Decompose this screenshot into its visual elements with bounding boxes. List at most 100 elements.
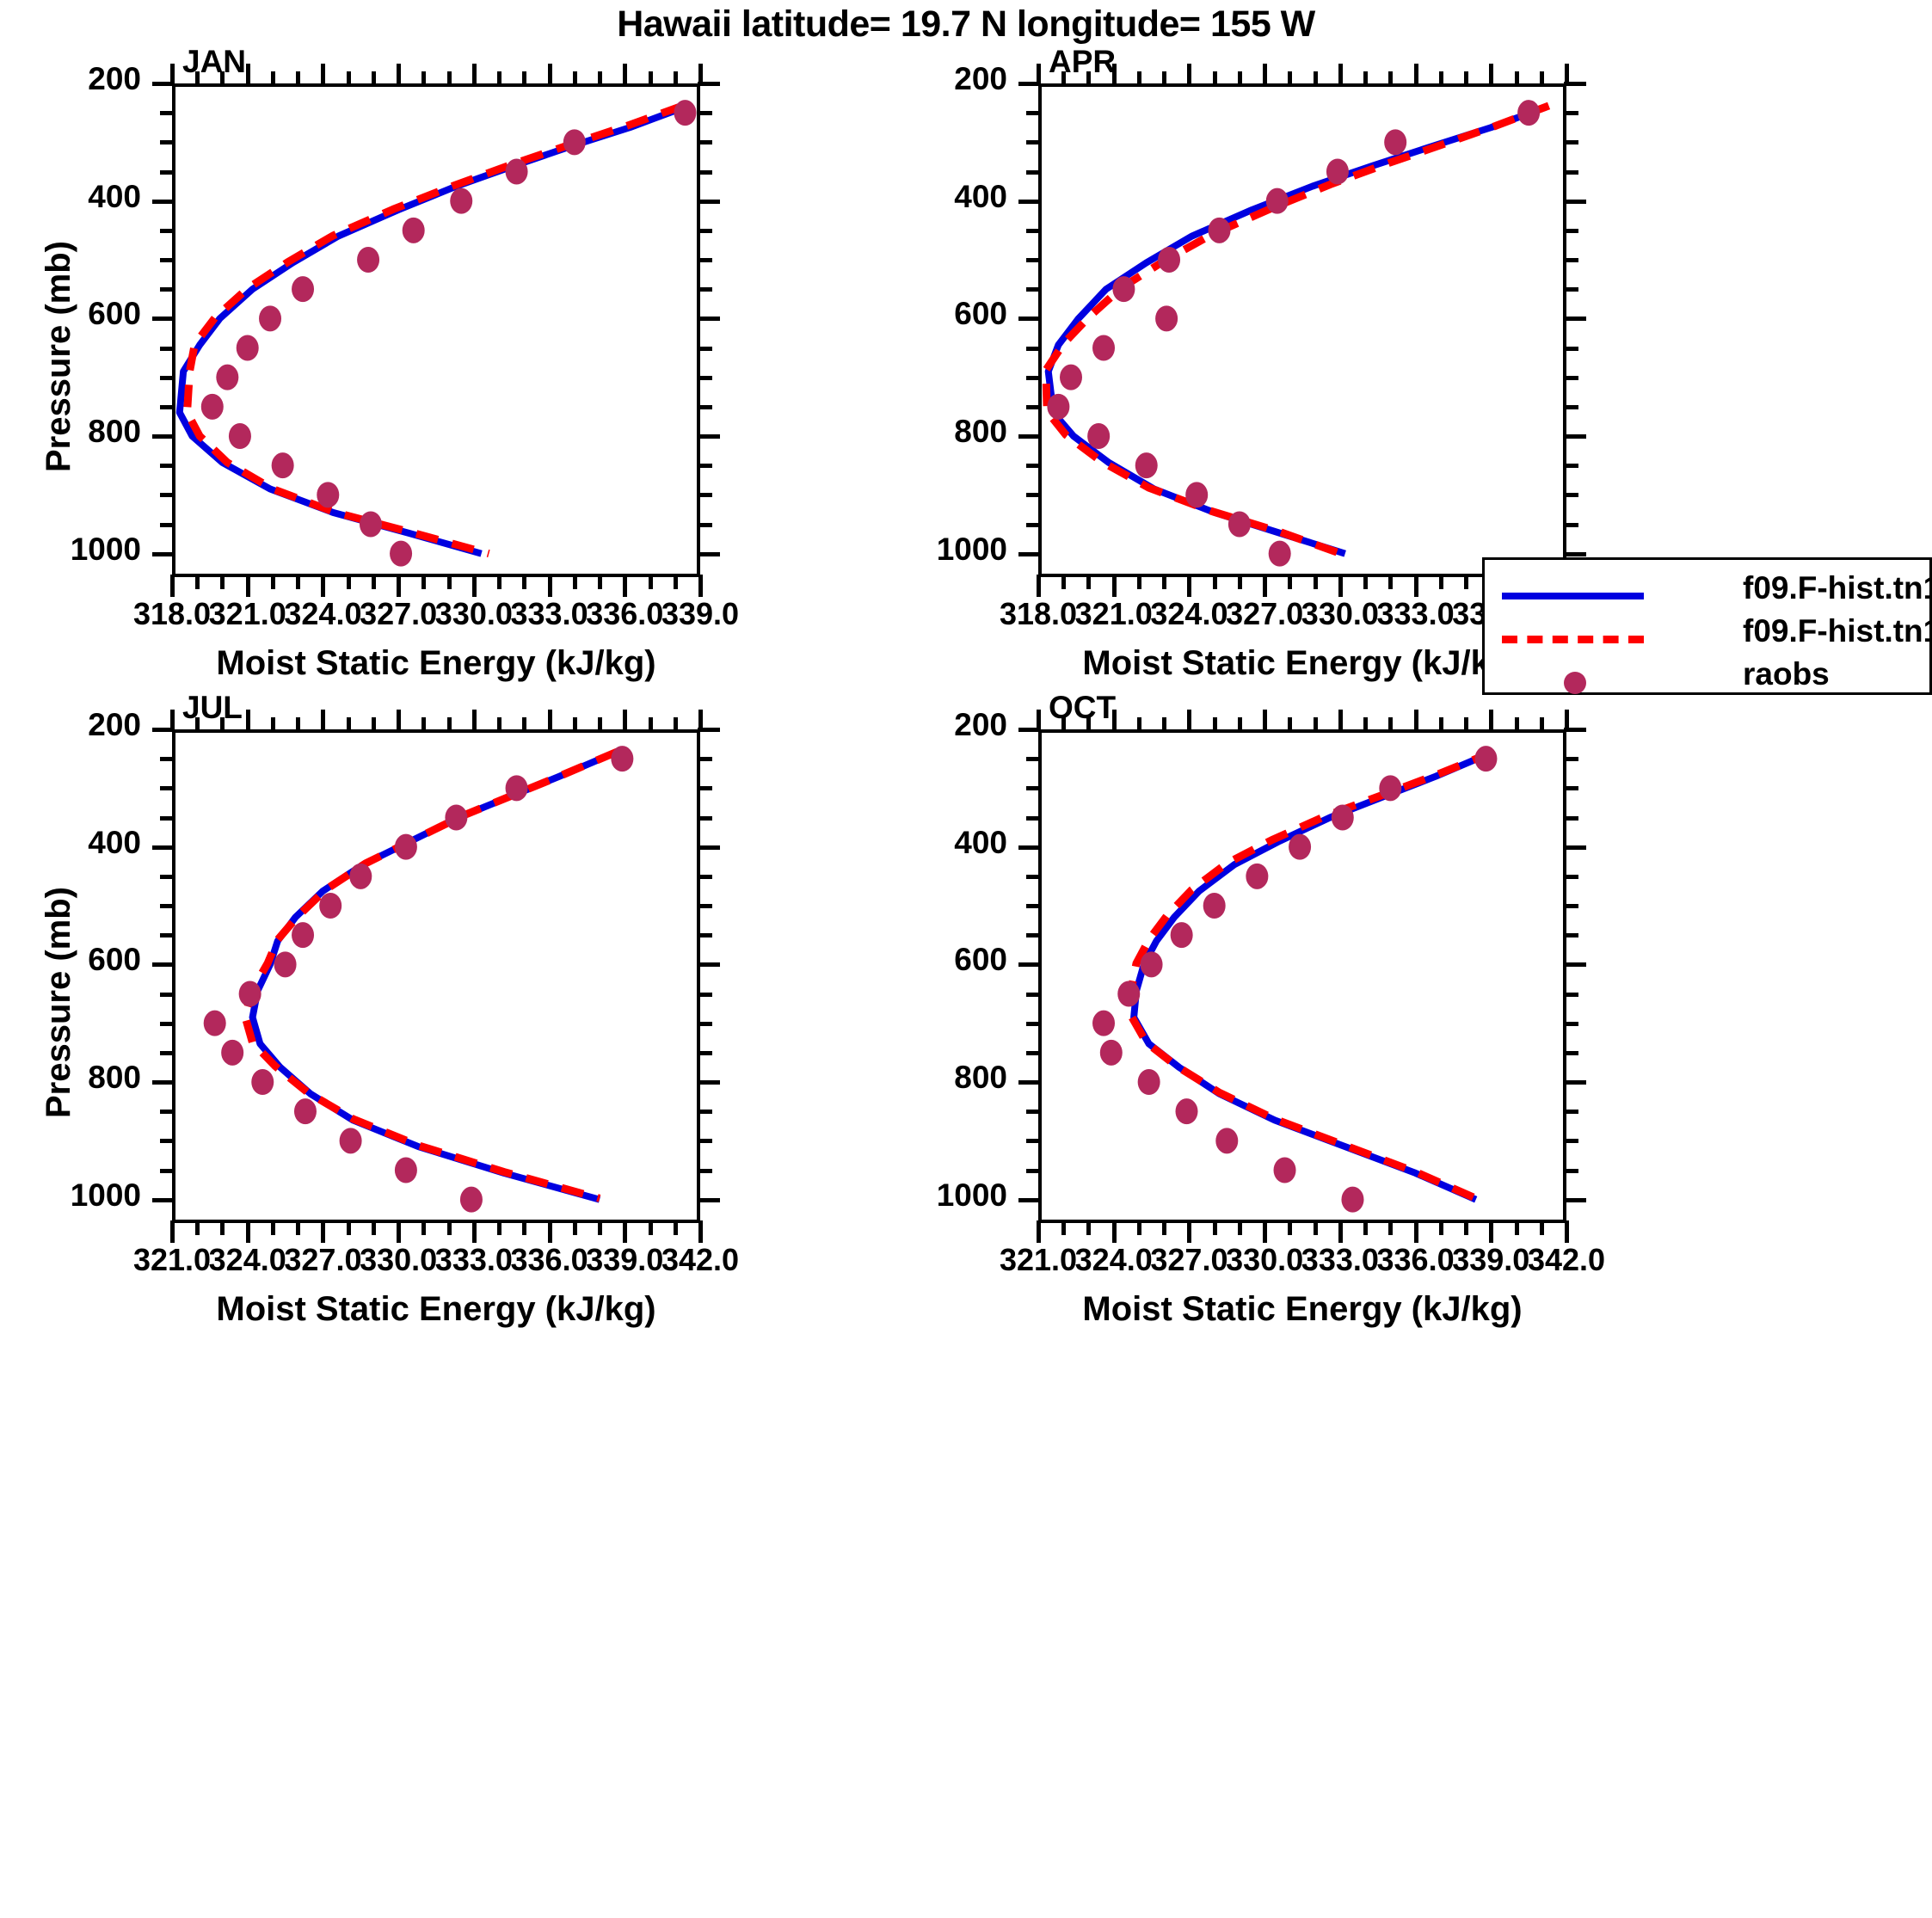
x-tick-b-326: [1162, 1220, 1167, 1235]
y-tick-l-450: [160, 228, 175, 233]
x-tick-t-334: [1363, 717, 1369, 732]
y-tick-l-450: [1026, 228, 1041, 233]
raobs-marker: [1331, 804, 1354, 831]
y-tick-r-250: [698, 757, 712, 762]
x-tick-t-322: [195, 717, 200, 732]
legend-entry-2[interactable]: f09.F-hist.tn15.ACr: [1485, 613, 1932, 660]
x-tick-t-327: [1263, 64, 1268, 86]
y-tick-l-500: [160, 904, 175, 908]
plot-frame-jul: [172, 729, 700, 1223]
y-tick-l-1000: [152, 1197, 175, 1202]
raobs-marker: [1203, 893, 1226, 919]
x-tick-b-325: [270, 1220, 275, 1235]
x-tick-t-329: [1237, 717, 1242, 732]
y-tick-r-950: [698, 522, 712, 527]
raobs-marker: [271, 452, 294, 479]
y-tick-r-550: [698, 287, 712, 292]
legend-label-3: raobs: [1743, 656, 1830, 692]
x-tick-b-324: [245, 1220, 250, 1243]
x-tick-label-339: 339.0: [661, 596, 740, 631]
raobs-marker: [200, 393, 224, 420]
panel-label-oct: OCT: [1049, 690, 1117, 725]
y-tick-l-400: [1018, 845, 1041, 850]
x-tick-b-329: [446, 575, 452, 589]
x-tick-t-323: [1086, 717, 1092, 732]
y-tick-r-300: [1564, 140, 1578, 145]
y-tick-r-750: [698, 404, 712, 409]
y-tick-r-850: [1564, 464, 1578, 469]
raobs-marker: [1215, 1128, 1239, 1154]
x-tick-b-321: [170, 1220, 175, 1243]
y-tick-l-1000: [1018, 1197, 1041, 1202]
x-tick-b-338: [598, 1220, 603, 1235]
y-tick-label-800: 800: [954, 1060, 1007, 1095]
y-tick-l-200: [1018, 728, 1041, 732]
x-tick-label-336: 336.0: [510, 1242, 588, 1277]
x-tick-t-337: [1438, 717, 1443, 732]
y-tick-l-200: [152, 728, 175, 732]
legend-label-1: f09.F-hist.tn15.ACr: [1743, 570, 1932, 606]
y-tick-r-200: [698, 728, 720, 732]
x-tick-t-321: [1111, 64, 1117, 86]
y-tick-label-400: 400: [954, 178, 1007, 214]
x-tick-t-320: [1086, 71, 1092, 86]
y-tick-r-400: [698, 199, 720, 204]
y-tick-r-550: [1564, 933, 1578, 938]
x-tick-t-332: [1388, 71, 1394, 86]
y-tick-r-950: [1564, 522, 1578, 527]
raobs-marker: [1155, 305, 1178, 332]
raobs-marker: [319, 893, 342, 919]
x-tick-label-324: 324.0: [1150, 596, 1228, 631]
x-tick-t-319: [1061, 71, 1067, 86]
x-tick-t-340: [1514, 717, 1519, 732]
legend-entry-3[interactable]: raobs: [1485, 656, 1932, 703]
x-tick-b-332: [1313, 1220, 1318, 1235]
y-tick-label-800: 800: [88, 414, 141, 449]
x-tick-label-333: 333.0: [1301, 1242, 1379, 1277]
y-tick-l-800: [152, 1080, 175, 1085]
y-tick-r-700: [698, 1021, 712, 1026]
y-tick-r-500: [698, 258, 712, 262]
x-tick-b-334: [572, 575, 577, 589]
x-tick-t-339: [623, 710, 628, 732]
raobs-marker: [394, 1157, 417, 1183]
raobs-marker: [459, 1186, 483, 1213]
raobs-marker: [1517, 100, 1541, 126]
x-tick-b-328: [421, 575, 427, 589]
raobs-marker: [349, 863, 372, 889]
y-tick-r-800: [698, 434, 720, 439]
raobs-marker: [1326, 158, 1349, 185]
x-tick-label-330: 330.0: [360, 1242, 438, 1277]
y-tick-r-1000: [698, 551, 720, 556]
x-tick-label-333: 333.0: [510, 596, 588, 631]
y-tick-l-250: [160, 111, 175, 116]
x-tick-b-318: [1037, 575, 1041, 597]
x-tick-t-335: [1388, 717, 1394, 732]
raobs-marker: [505, 775, 528, 802]
x-tick-t-319: [195, 71, 200, 86]
x-tick-t-322: [270, 71, 275, 86]
y-tick-l-700: [1026, 375, 1041, 380]
y-tick-r-400: [698, 845, 720, 850]
x-tick-label-321: 321.0: [208, 596, 286, 631]
y-tick-l-800: [1018, 434, 1041, 439]
y-tick-l-300: [160, 140, 175, 145]
raobs-marker: [274, 951, 297, 978]
raobs-marker: [357, 247, 380, 273]
x-tick-label-324: 324.0: [208, 1242, 286, 1277]
x-tick-b-328: [1212, 1220, 1217, 1235]
y-tick-r-650: [698, 346, 712, 351]
y-tick-l-350: [1026, 815, 1041, 821]
legend-entry-1[interactable]: f09.F-hist.tn15.ACr: [1485, 570, 1932, 617]
y-tick-l-700: [160, 375, 175, 380]
x-tick-t-321: [1037, 710, 1041, 732]
x-axis-title-apr: Moist Static Energy (kJ/kg): [1082, 644, 1523, 682]
y-tick-l-750: [1026, 404, 1041, 409]
panel-label-jan: JAN: [182, 44, 247, 79]
x-tick-t-328: [1212, 717, 1217, 732]
y-tick-l-700: [1026, 1021, 1041, 1026]
raobs-marker: [1092, 1010, 1116, 1036]
x-tick-b-332: [1388, 575, 1394, 589]
